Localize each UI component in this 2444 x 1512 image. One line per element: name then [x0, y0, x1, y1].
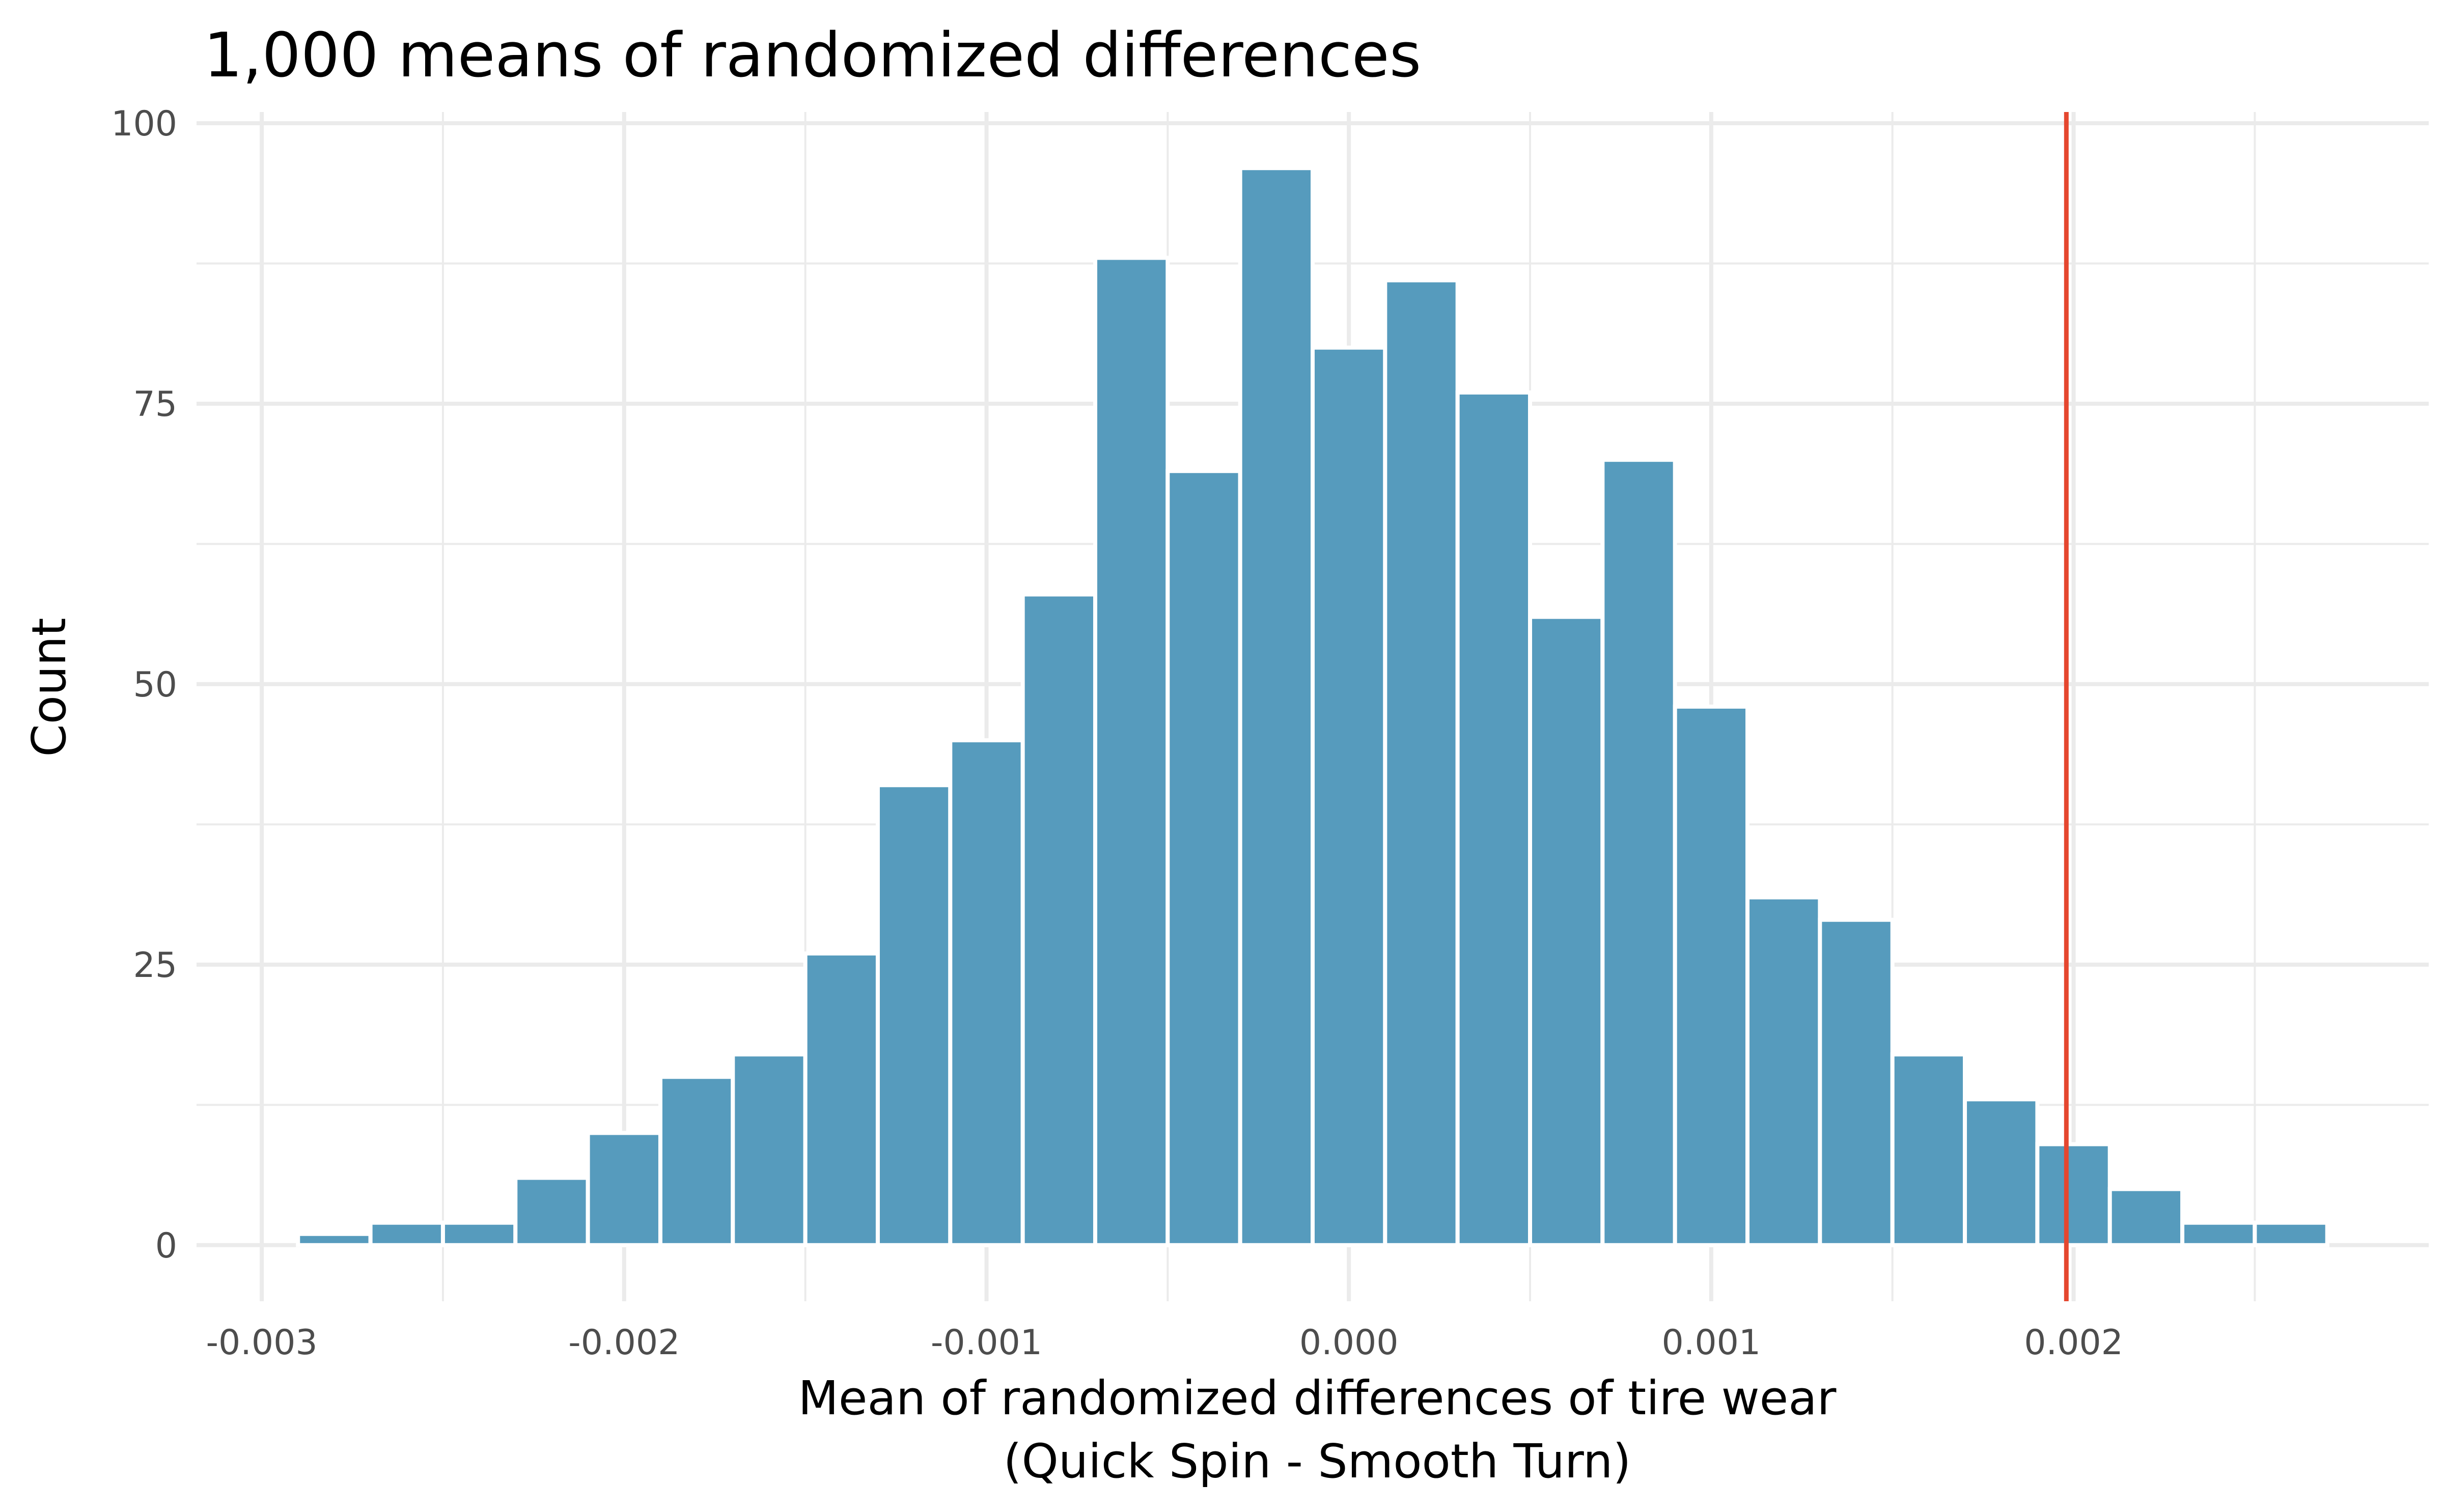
x-tick-label: -0.001 [931, 1323, 1042, 1363]
x-tick-label: -0.003 [206, 1323, 317, 1363]
histogram-bars [296, 166, 2329, 1247]
histogram-bar [2253, 1220, 2329, 1247]
histogram-bar [2180, 1220, 2257, 1247]
histogram-bar [1020, 592, 1097, 1247]
y-tick-labels: 0 25 50 75 100 [111, 104, 177, 1266]
histogram-bar [1745, 895, 1822, 1247]
y-tick-label: 100 [111, 104, 177, 144]
histogram-bar [1455, 390, 1533, 1247]
histogram-bar [1600, 458, 1677, 1247]
histogram-bar [1311, 345, 1387, 1247]
histogram-bar [368, 1220, 445, 1247]
histogram-bar [875, 783, 953, 1247]
chart-title: 1,000 means of randomized differences [204, 20, 1421, 91]
x-tick-label: 0.002 [2024, 1323, 2123, 1363]
y-tick-label: 50 [133, 665, 177, 705]
x-axis-subtitle: (Quick Spin - Smooth Turn) [1004, 1434, 1631, 1489]
histogram-bar [586, 1131, 662, 1247]
y-tick-label: 25 [133, 945, 177, 986]
y-axis-title: Count [22, 618, 76, 757]
histogram-bar [1818, 917, 1895, 1247]
histogram-bar [731, 1052, 808, 1247]
histogram-bar [1093, 256, 1170, 1247]
histogram-bar [948, 738, 1025, 1247]
histogram-bar [658, 1075, 735, 1247]
histogram-bar [1963, 1097, 2040, 1247]
x-tick-labels: -0.003 -0.002 -0.001 0.000 0.001 0.002 [206, 1323, 2123, 1363]
x-tick-label: 0.001 [1662, 1323, 1761, 1363]
histogram-bar [1238, 166, 1315, 1247]
histogram-bar [2035, 1142, 2112, 1247]
histogram-bar [1890, 1052, 1967, 1247]
histogram-bar [1528, 614, 1605, 1247]
histogram-bar [296, 1231, 373, 1247]
histogram-bar [803, 951, 880, 1247]
histogram-bar [1673, 705, 1750, 1247]
histogram-bar [2107, 1187, 2185, 1247]
histogram-bar [1383, 278, 1460, 1247]
histogram-bar [440, 1220, 518, 1247]
y-tick-label: 0 [155, 1226, 177, 1266]
histogram-bar [1165, 469, 1242, 1247]
x-axis-title: Mean of randomized differences of tire w… [798, 1371, 1836, 1425]
x-tick-label: 0.000 [1299, 1323, 1399, 1363]
y-tick-label: 75 [133, 384, 177, 425]
histogram-bar [513, 1175, 590, 1247]
x-tick-label: -0.002 [568, 1323, 680, 1363]
